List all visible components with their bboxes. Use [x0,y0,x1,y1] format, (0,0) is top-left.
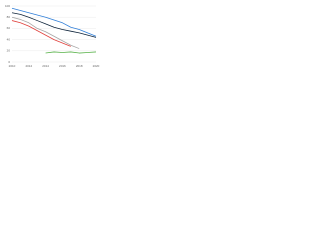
y-tick-label: 0 [8,60,10,64]
x-tick-label: 2016 [59,64,66,68]
y-tick-label: 20 [7,49,11,53]
series-line [11,20,71,47]
x-tick-label: 2010 [9,64,16,68]
series-line [11,12,97,38]
series-line [11,16,80,49]
series-line [45,51,97,54]
page: {"chart_data": {"type": "line", "categor… [0,0,100,71]
x-tick-label: 2020 [93,64,100,68]
y-tick-label: 80 [7,15,11,19]
x-tick-label: 2012 [25,64,32,68]
y-tick-label: 100 [5,4,10,8]
x-tick-label: 2018 [76,64,83,68]
series-line [11,7,97,37]
chart: 0 20 40 60 80 100 2010 2012 2014 2016 2018 2020 [5,4,100,68]
y-tick-label: 60 [7,26,11,30]
x-tick-label: 2014 [42,64,49,68]
y-tick-label: 40 [7,37,11,41]
